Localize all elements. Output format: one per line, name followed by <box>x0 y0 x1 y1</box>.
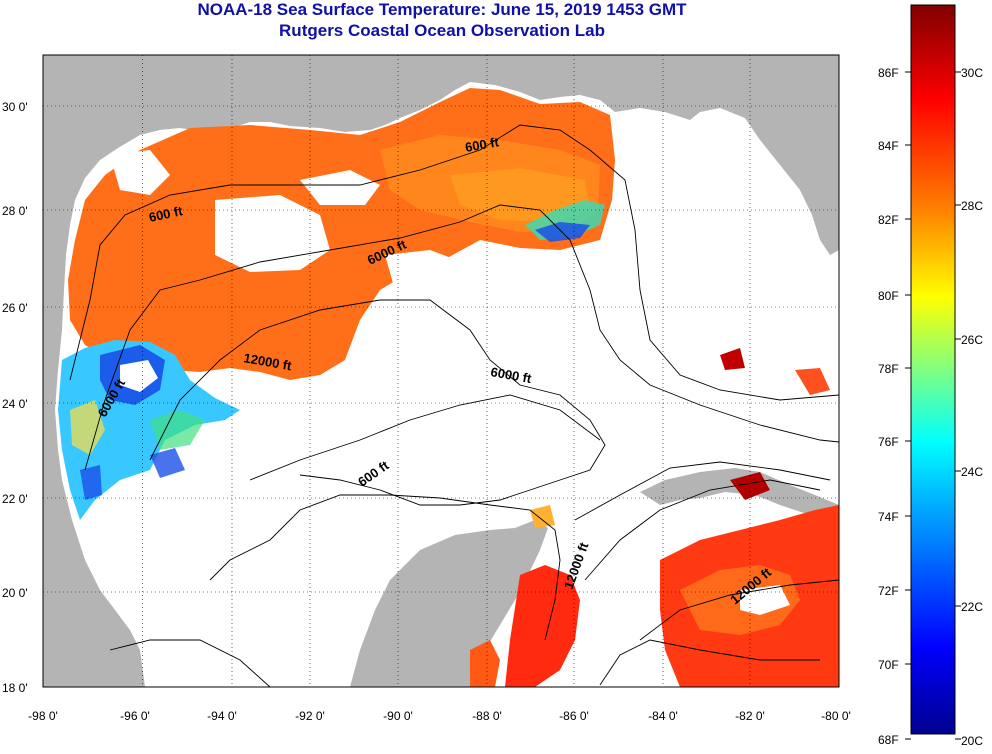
colorbar-c-label: 28C <box>961 199 983 213</box>
map-frame <box>42 54 840 688</box>
map-area: 600 ft 600 ft 6000 ft 12000 ft 6000 ft 6… <box>43 55 839 687</box>
lat-tick: 18 0' <box>2 681 28 695</box>
lon-tick: -86 0' <box>559 709 589 723</box>
lat-tick: 28 0' <box>2 204 28 218</box>
colorbar-f-label: 80F <box>878 289 899 303</box>
lat-tick: 20 0' <box>2 586 28 600</box>
colorbar-f-label: 72F <box>878 584 899 598</box>
land-cuba <box>640 468 839 520</box>
colorbar-gradient <box>910 4 956 735</box>
lon-tick: -90 0' <box>383 709 413 723</box>
lon-tick-labels: -98 0' -96 0' -94 0' -92 0' -90 0' -88 0… <box>28 709 851 723</box>
lon-tick: -94 0' <box>207 709 237 723</box>
lat-tick: 26 0' <box>2 301 28 315</box>
lon-tick: -80 0' <box>821 709 851 723</box>
graticule <box>43 55 839 687</box>
colorbar-f-label: 76F <box>878 435 899 449</box>
contour-label: 600 ft <box>464 134 501 155</box>
lat-tick: 22 0' <box>2 492 28 506</box>
lon-tick: -96 0' <box>120 709 150 723</box>
colorbar-c-label: 24C <box>961 465 983 479</box>
land-us-gulf-coast <box>43 55 839 687</box>
contour-label: 600 ft <box>148 203 185 225</box>
lat-tick: 24 0' <box>2 397 28 411</box>
colorbar-f-label: 84F <box>878 139 899 153</box>
lat-tick-labels: 18 0' 20 0' 22 0' 24 0' 26 0' 28 0' 30 0… <box>2 100 28 695</box>
lon-tick: -98 0' <box>28 709 58 723</box>
colorbar-f-label: 68F <box>878 733 899 747</box>
contour-label: 6000 ft <box>489 364 533 386</box>
lon-tick: -92 0' <box>295 709 325 723</box>
map-title: NOAA-18 Sea Surface Temperature: June 15… <box>197 0 687 19</box>
lon-tick: -88 0' <box>472 709 502 723</box>
colorbar-c-label: 26C <box>961 333 983 347</box>
sst-cuba-hot <box>730 472 770 500</box>
colorbar-f-label: 70F <box>878 658 899 672</box>
map-subtitle: Rutgers Coastal Ocean Observation Lab <box>279 21 605 40</box>
bathymetry-contours <box>69 124 839 687</box>
lat-tick: 30 0' <box>2 100 28 114</box>
colorbar-c-label: 22C <box>961 600 983 614</box>
colorbar-f-label: 74F <box>878 510 899 524</box>
colorbar-f-label: 86F <box>878 66 899 80</box>
colorbar: 68F 70F 72F 74F 76F 78F 80F 82F 84F 86F … <box>878 4 983 748</box>
colorbar-c-label: 30C <box>961 66 983 80</box>
lon-tick: -84 0' <box>648 709 678 723</box>
colorbar-f-label: 82F <box>878 213 899 227</box>
colorbar-f-label: 78F <box>878 362 899 376</box>
land-yucatan <box>350 520 548 687</box>
lon-tick: -82 0' <box>735 709 765 723</box>
colorbar-c-label: 20C <box>961 734 983 748</box>
